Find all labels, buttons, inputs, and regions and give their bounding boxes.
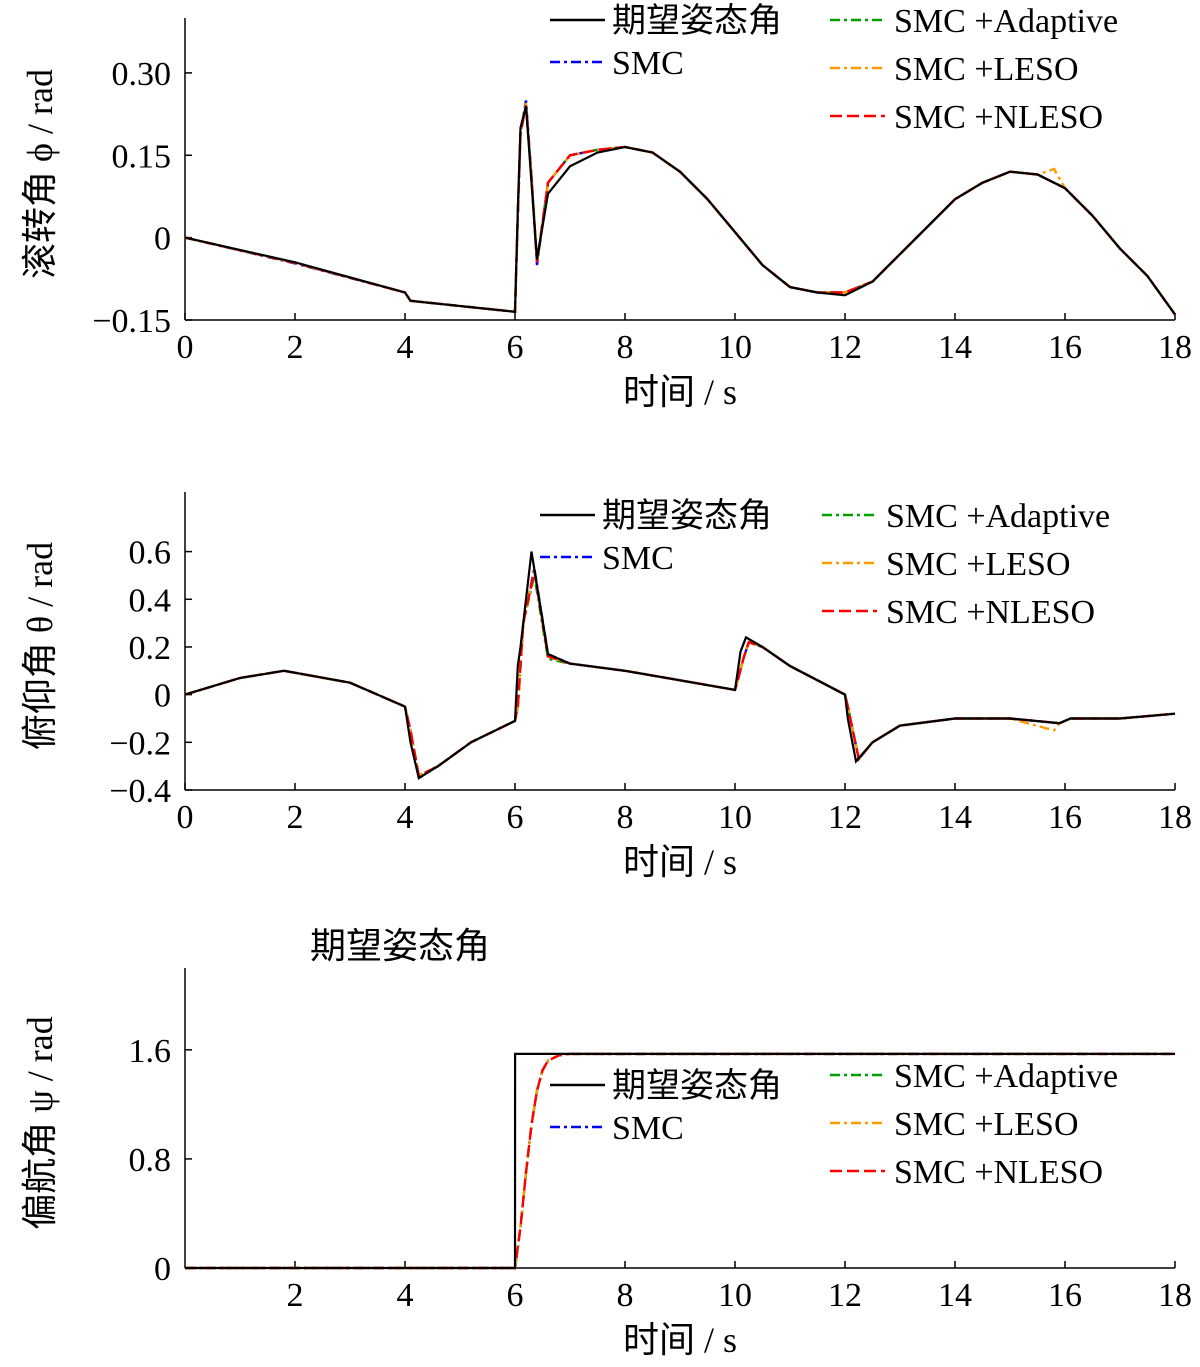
x-tick-label: 6 bbox=[507, 329, 524, 366]
x-tick-label: 10 bbox=[718, 1277, 752, 1314]
series-line-desired-angle bbox=[184, 105, 1176, 316]
x-tick-label: 12 bbox=[828, 329, 862, 366]
y-tick-label: −0.15 bbox=[92, 303, 171, 340]
series-line-smc-adaptive bbox=[184, 105, 1176, 316]
y-axis-label: 滚转角 ϕ / rad bbox=[20, 69, 60, 279]
y-axis-label: 偏航角 ψ / rad bbox=[20, 1016, 60, 1230]
x-tick-label: 16 bbox=[1048, 1277, 1082, 1314]
series-line-smc-nleso bbox=[184, 105, 1176, 316]
x-tick-label: 14 bbox=[938, 799, 972, 836]
x-tick-label: 0 bbox=[177, 329, 194, 366]
legend-label-desired-angle: 期望姿态角 bbox=[612, 2, 782, 40]
x-tick-label: 14 bbox=[938, 1277, 972, 1314]
y-tick-label: 0.15 bbox=[112, 138, 172, 175]
legend-label-smc: SMC bbox=[602, 540, 674, 577]
x-tick-label: 2 bbox=[287, 1277, 304, 1314]
x-tick-label: 2 bbox=[287, 329, 304, 366]
x-tick-label: 6 bbox=[507, 799, 524, 836]
legend-label-smc-nleso: SMC +NLESO bbox=[894, 99, 1103, 136]
x-tick-label: 0 bbox=[177, 799, 194, 836]
legend-label-smc-nleso: SMC +NLESO bbox=[886, 594, 1095, 631]
y-tick-label: 0 bbox=[154, 678, 171, 715]
legend-label-smc-adaptive: SMC +Adaptive bbox=[886, 498, 1110, 535]
extra-title-label: 期望姿态角 bbox=[310, 926, 490, 966]
x-tick-label: 18 bbox=[1158, 1277, 1192, 1314]
legend-label-smc-adaptive: SMC +Adaptive bbox=[894, 1058, 1118, 1095]
x-tick-label: 14 bbox=[938, 329, 972, 366]
x-tick-label: 16 bbox=[1048, 799, 1082, 836]
y-tick-label: −0.2 bbox=[109, 725, 171, 762]
y-tick-label: 0.30 bbox=[112, 56, 172, 93]
y-tick-label: 0 bbox=[154, 221, 171, 258]
x-tick-label: 8 bbox=[617, 1277, 634, 1314]
y-tick-label: 0.4 bbox=[129, 582, 172, 619]
x-tick-label: 16 bbox=[1048, 329, 1082, 366]
x-tick-label: 6 bbox=[507, 1277, 524, 1314]
y-tick-label: 0.6 bbox=[129, 535, 172, 572]
y-tick-label: 1.6 bbox=[129, 1033, 172, 1070]
x-tick-label: 4 bbox=[397, 1277, 414, 1314]
x-tick-label: 18 bbox=[1158, 799, 1192, 836]
y-tick-label: −0.4 bbox=[109, 773, 171, 810]
x-tick-label: 4 bbox=[397, 799, 414, 836]
x-tick-label: 2 bbox=[287, 799, 304, 836]
y-tick-label: 0 bbox=[154, 1251, 171, 1288]
pitch-angle-panel: 0 2 4 6 8 10 12 14 16 18−0.4−0.200.20.40.6时间 / s俯… bbox=[20, 492, 1192, 882]
legend-label-smc-leso: SMC +LESO bbox=[886, 546, 1071, 583]
legend-label-smc-leso: SMC +LESO bbox=[894, 51, 1079, 88]
legend-label-smc: SMC bbox=[612, 45, 684, 82]
legend-label-smc: SMC bbox=[612, 1110, 684, 1147]
x-tick-label: 10 bbox=[718, 799, 752, 836]
y-tick-label: 0.8 bbox=[129, 1142, 172, 1179]
x-tick-label: 8 bbox=[617, 329, 634, 366]
x-tick-label: 4 bbox=[397, 329, 414, 366]
legend: 期望姿态角 SMC SMC +Adaptive SMC +LESO SMC +NLESO bbox=[540, 497, 1110, 631]
series-line-desired-angle bbox=[184, 551, 1176, 780]
legend-label-desired-angle: 期望姿态角 bbox=[612, 1067, 782, 1105]
legend: 期望姿态角 SMC SMC +Adaptive SMC +LESO SMC +NLESO bbox=[550, 1058, 1118, 1191]
x-tick-label: 8 bbox=[617, 799, 634, 836]
y-tick-label: 0.2 bbox=[129, 630, 172, 667]
x-tick-label: 12 bbox=[828, 1277, 862, 1314]
legend: 期望姿态角 SMC SMC +Adaptive SMC +LESO SMC +NLESO bbox=[550, 2, 1118, 136]
x-tick-label: 12 bbox=[828, 799, 862, 836]
legend-label-smc-adaptive: SMC +Adaptive bbox=[894, 3, 1118, 40]
series-line-desired-angle bbox=[185, 1052, 1175, 1270]
legend-label-smc-leso: SMC +LESO bbox=[894, 1106, 1079, 1143]
x-axis-label: 时间 / s bbox=[623, 842, 737, 882]
x-axis-label: 时间 / s bbox=[623, 1320, 737, 1360]
x-axis-label: 时间 / s bbox=[623, 372, 737, 412]
x-tick-label: 10 bbox=[718, 329, 752, 366]
y-axis-label: 俯仰角 θ / rad bbox=[20, 542, 60, 750]
legend-label-desired-angle: 期望姿态角 bbox=[602, 497, 772, 535]
yaw-angle-panel: 2 4 6 8 10 12 14 16 18 0 0.8 1.6 时间 / s 偏航角 ψ / rad 期望… bbox=[20, 926, 1192, 1360]
legend-label-smc-nleso: SMC +NLESO bbox=[894, 1154, 1103, 1191]
x-tick-label: 18 bbox=[1158, 329, 1192, 366]
